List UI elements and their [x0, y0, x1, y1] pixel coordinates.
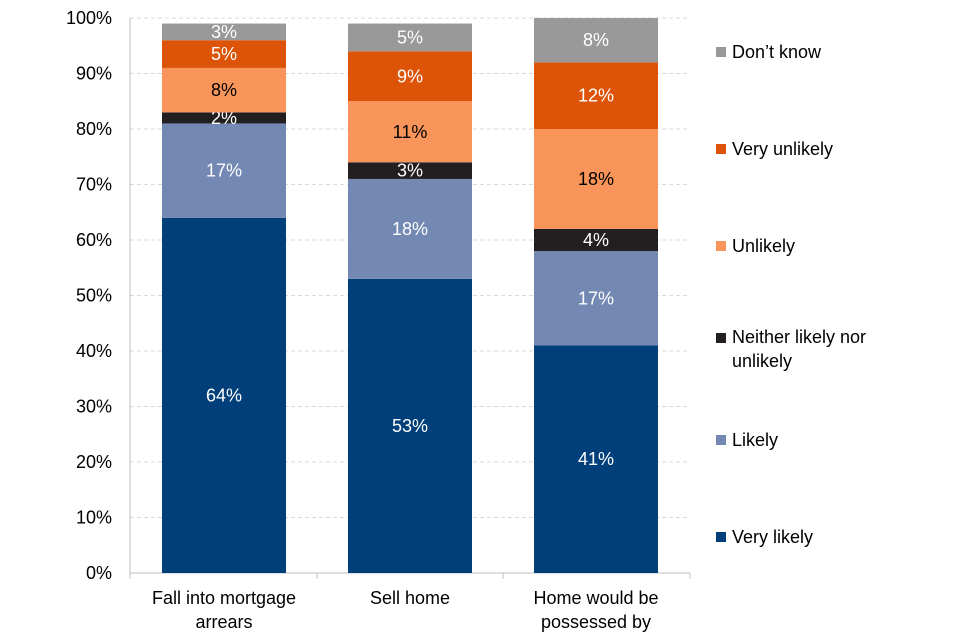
data-label: 3%: [211, 22, 237, 42]
data-label: 5%: [397, 27, 423, 47]
x-category-label: Sell home: [370, 588, 450, 608]
bar-segment: [348, 178, 472, 279]
bar-segment: [534, 129, 658, 229]
bar-segment: [348, 23, 472, 52]
y-tick-label: 100%: [66, 8, 112, 28]
bar-segment: [348, 162, 472, 179]
bar-segment: [534, 345, 658, 573]
bar-segment: [162, 112, 286, 124]
data-label: 8%: [583, 30, 609, 50]
legend-label: Very unlikely: [732, 139, 833, 159]
legend-swatch: [716, 532, 726, 542]
bar-segment: [348, 278, 472, 573]
legend-label: Don’t know: [732, 42, 822, 62]
data-label: 8%: [211, 80, 237, 100]
y-tick-label: 20%: [76, 452, 112, 472]
data-label: 64%: [206, 385, 242, 405]
legend-swatch: [716, 47, 726, 57]
data-label: 11%: [393, 122, 428, 142]
bar-segment: [348, 101, 472, 163]
data-label: 53%: [392, 416, 428, 436]
bar-segment: [534, 228, 658, 252]
x-category-label: possessed by: [541, 612, 651, 632]
legend-label: unlikely: [732, 351, 792, 371]
x-category-label: Fall into mortgage: [152, 588, 296, 608]
bar-segment: [162, 23, 286, 41]
legend-label: Likely: [732, 430, 778, 450]
data-label: 2%: [211, 108, 237, 128]
y-tick-label: 60%: [76, 230, 112, 250]
data-label: 3%: [397, 161, 423, 181]
y-tick-label: 50%: [76, 286, 112, 306]
data-label: 9%: [397, 66, 423, 86]
y-tick-label: 10%: [76, 508, 112, 528]
bar-segment: [162, 40, 286, 68]
legend-label: Unlikely: [732, 236, 795, 256]
legend-swatch: [716, 241, 726, 251]
y-tick-label: 30%: [76, 397, 112, 417]
y-tick-label: 0%: [86, 563, 112, 583]
bar-segment: [534, 251, 658, 346]
bar-segment: [534, 18, 658, 63]
x-category-label: arrears: [195, 612, 252, 632]
y-tick-label: 70%: [76, 175, 112, 195]
data-label: 12%: [578, 86, 614, 106]
data-label: 41%: [578, 449, 614, 469]
y-tick-label: 40%: [76, 341, 112, 361]
legend-swatch: [716, 144, 726, 154]
data-label: 17%: [206, 161, 242, 181]
y-tick-label: 90%: [76, 64, 112, 84]
data-label: 17%: [578, 288, 614, 308]
bar-segment: [162, 67, 286, 113]
bar-segment: [348, 51, 472, 102]
x-category-label: Home would be: [533, 588, 658, 608]
data-label: 18%: [392, 219, 428, 239]
bar-segment: [162, 123, 286, 218]
bar-segment: [162, 217, 286, 574]
legend-label: Neither likely nor: [732, 327, 866, 347]
legend-label: Very likely: [732, 527, 813, 547]
y-tick-label: 80%: [76, 119, 112, 139]
data-label: 5%: [211, 44, 237, 64]
data-label: 4%: [583, 230, 609, 250]
bar-segment: [534, 62, 658, 129]
data-label: 18%: [578, 169, 614, 189]
legend-swatch: [716, 435, 726, 445]
legend-swatch: [716, 333, 726, 343]
